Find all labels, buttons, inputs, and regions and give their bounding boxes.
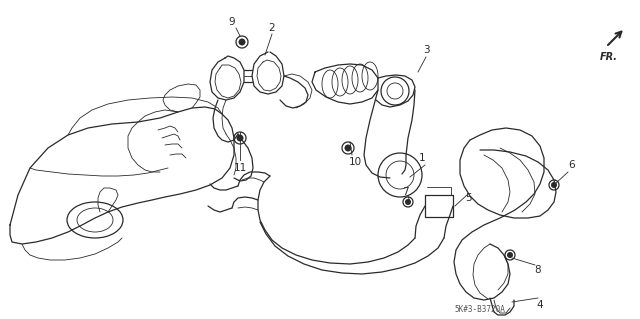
Text: 4: 4 xyxy=(537,300,543,310)
Text: 9: 9 xyxy=(228,17,236,27)
Text: 8: 8 xyxy=(534,265,541,275)
Circle shape xyxy=(237,136,243,140)
Text: 2: 2 xyxy=(269,23,275,33)
Circle shape xyxy=(239,40,244,44)
Text: 10: 10 xyxy=(348,157,362,167)
Circle shape xyxy=(346,145,351,151)
Text: 6: 6 xyxy=(569,160,575,170)
Text: 5: 5 xyxy=(465,193,471,203)
Text: 11: 11 xyxy=(234,163,246,173)
Circle shape xyxy=(508,253,512,257)
Text: 5K#3-B3720A: 5K#3-B3720A xyxy=(454,306,506,315)
Text: FR.: FR. xyxy=(600,52,618,62)
Circle shape xyxy=(406,200,410,204)
Text: 1: 1 xyxy=(419,153,426,163)
Text: 3: 3 xyxy=(422,45,429,55)
Circle shape xyxy=(552,183,556,187)
Text: 7: 7 xyxy=(402,187,408,197)
